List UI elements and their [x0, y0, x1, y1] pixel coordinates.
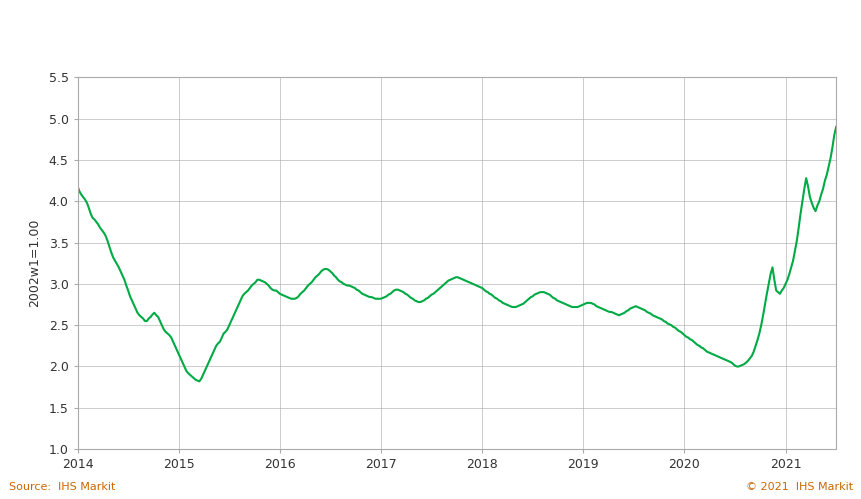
Text: Source:  IHS Markit: Source: IHS Markit: [9, 482, 115, 492]
Text: © 2021  IHS Markit: © 2021 IHS Markit: [746, 482, 852, 492]
Y-axis label: 2002w1=1.00: 2002w1=1.00: [28, 219, 41, 307]
Text: IHS Markit Materials  Price Index: IHS Markit Materials Price Index: [10, 6, 343, 24]
